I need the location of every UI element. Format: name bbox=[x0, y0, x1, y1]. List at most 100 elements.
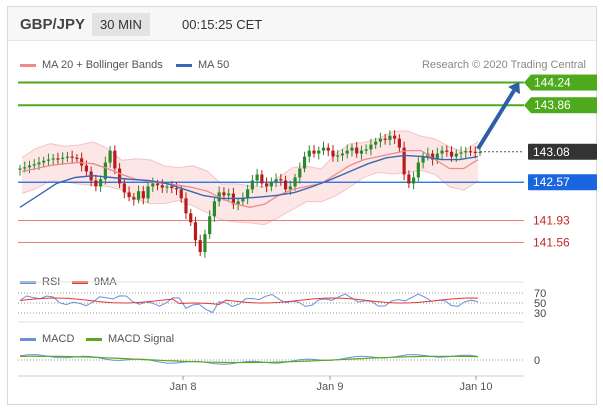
candle-body bbox=[27, 165, 32, 168]
candle-body bbox=[184, 198, 188, 214]
candle-body bbox=[99, 179, 103, 187]
candle-body bbox=[160, 185, 164, 188]
macd-signal-line bbox=[19, 355, 479, 364]
candle-body bbox=[18, 168, 22, 170]
candle-body bbox=[359, 150, 364, 154]
ma20-line bbox=[21, 149, 479, 208]
candle-body bbox=[355, 147, 359, 154]
level-label-s1: 142.57 bbox=[533, 175, 570, 189]
legend-macd-signal: MACD Signal bbox=[86, 333, 174, 345]
moving-average-lines bbox=[19, 149, 479, 208]
candle-body bbox=[141, 191, 145, 199]
candle-body bbox=[383, 138, 387, 140]
rsi-tick-label: 50 bbox=[534, 298, 546, 310]
candle-body bbox=[478, 151, 482, 153]
candle-body bbox=[388, 135, 392, 140]
candle-body bbox=[449, 151, 454, 157]
candle-body bbox=[454, 153, 458, 157]
candle-body bbox=[293, 177, 297, 187]
legend-macd-label: MACD bbox=[42, 333, 75, 345]
level-label-r1-box bbox=[531, 97, 597, 114]
candle-body bbox=[331, 150, 335, 157]
candle-body bbox=[241, 198, 245, 202]
candle-body bbox=[56, 158, 60, 160]
chart-header: GBP/JPY 30 MIN 00:15:25 CET bbox=[8, 7, 596, 41]
rsi-ma-line bbox=[19, 297, 479, 306]
candle-body bbox=[108, 150, 112, 163]
bollinger-band-fill bbox=[22, 130, 478, 225]
candle-body bbox=[103, 162, 107, 180]
candle-body bbox=[227, 193, 231, 196]
candle-body bbox=[345, 150, 349, 154]
candle-body bbox=[312, 150, 316, 154]
candle-body bbox=[407, 174, 411, 184]
price-level-lines bbox=[18, 81, 524, 244]
price-level-labels: 144.24 143.86 143.08 142.57 141.93 141.56 bbox=[524, 74, 597, 250]
candle-body bbox=[326, 147, 330, 151]
copyright-notice: Research © 2020 Trading Central bbox=[421, 59, 586, 71]
candle-body bbox=[65, 156, 70, 158]
candle-body bbox=[113, 150, 117, 169]
candle-body bbox=[117, 168, 122, 184]
candle-body bbox=[350, 147, 354, 151]
candle-body bbox=[364, 149, 368, 151]
candle-body bbox=[440, 150, 444, 154]
ma50-swatch bbox=[176, 63, 192, 67]
candle-body bbox=[302, 156, 307, 169]
time-axis-label: Jan 9 bbox=[317, 381, 344, 393]
projection-arrow bbox=[476, 82, 520, 150]
level-label-r2-box bbox=[531, 74, 597, 91]
chart-frame: GBP/JPY 30 MIN 00:15:25 CET MA 20 + Boll… bbox=[7, 6, 597, 405]
candle-body bbox=[397, 138, 401, 148]
candle-body bbox=[146, 186, 150, 199]
candle-body bbox=[340, 153, 345, 156]
legend-ma50-label: MA 50 bbox=[198, 59, 230, 71]
candle-body bbox=[378, 138, 383, 142]
candle-body bbox=[374, 141, 378, 145]
candle-body bbox=[122, 183, 126, 193]
level-label-current-box bbox=[528, 143, 597, 160]
candle-body bbox=[155, 183, 160, 186]
level-label-r2: 144.24 bbox=[534, 76, 571, 90]
candle-body bbox=[236, 201, 240, 205]
candle-body bbox=[369, 144, 373, 150]
candle-body bbox=[279, 179, 283, 181]
candle-body bbox=[307, 150, 311, 157]
candle-body bbox=[23, 167, 27, 169]
legend-ma50: MA 50 bbox=[176, 59, 229, 71]
candle-body bbox=[473, 151, 477, 153]
instrument-pair: GBP/JPY bbox=[20, 16, 86, 33]
level-label-s2: 141.93 bbox=[533, 213, 570, 227]
candle-body bbox=[42, 160, 46, 163]
candle-body bbox=[189, 213, 193, 223]
rsi-line bbox=[19, 293, 479, 314]
candle-body bbox=[75, 157, 79, 159]
ma20-swatch bbox=[20, 63, 36, 67]
candle-body bbox=[208, 216, 212, 235]
candle-body bbox=[222, 192, 226, 196]
projection-arrow-shaft bbox=[476, 89, 516, 150]
rsi-tick-label: 30 bbox=[534, 308, 546, 320]
time-axis-label: Jan 8 bbox=[170, 381, 197, 393]
candle-body bbox=[136, 191, 141, 200]
candle-body bbox=[336, 155, 340, 157]
legend-ma20-label: MA 20 + Bollinger Bands bbox=[42, 59, 163, 71]
level-label-s3: 141.56 bbox=[533, 236, 570, 250]
candle-body bbox=[37, 162, 41, 165]
projection-arrow-head bbox=[508, 82, 520, 95]
timestamp: 00:15:25 CET bbox=[182, 17, 263, 32]
candle-body bbox=[445, 150, 449, 152]
ma50-line bbox=[19, 154, 479, 208]
candle-body bbox=[459, 152, 463, 154]
timeframe-badge[interactable]: 30 MIN bbox=[92, 13, 150, 36]
legend-macd: MACD bbox=[20, 333, 74, 345]
candle-body bbox=[32, 164, 36, 166]
legend-macd-signal-label: MACD Signal bbox=[108, 333, 175, 345]
candle-body bbox=[264, 183, 269, 187]
candle-body bbox=[283, 180, 288, 190]
candle-body bbox=[317, 150, 321, 154]
candle-body bbox=[70, 156, 74, 158]
time-axis-label: Jan 10 bbox=[459, 381, 492, 393]
